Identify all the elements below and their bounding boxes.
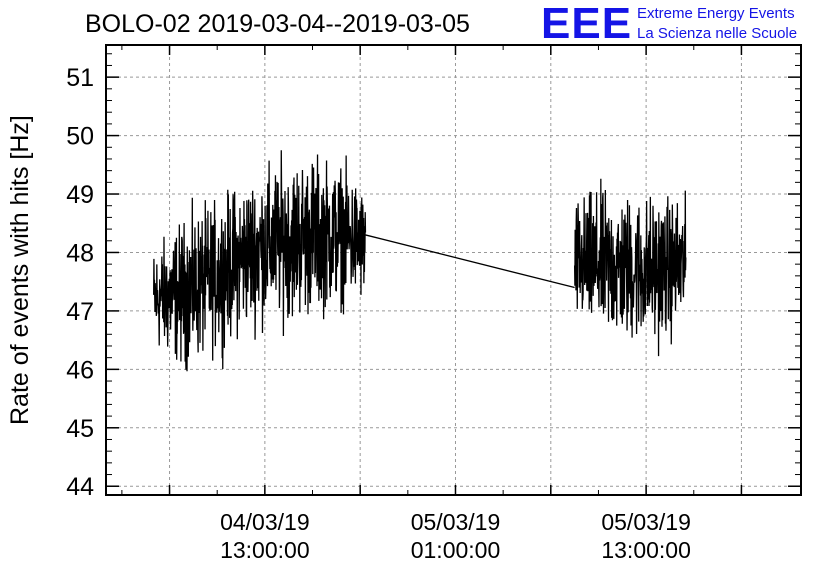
x-tick-label-time: 13:00:00	[601, 537, 691, 563]
logo-caption: Extreme Energy Events La Scienza nelle S…	[637, 4, 797, 44]
logo-caption-line-1: Extreme Energy Events	[637, 5, 795, 22]
y-tick-label: 49	[66, 181, 94, 209]
x-tick-label-date: 04/03/19	[220, 509, 310, 535]
data-segment-1	[153, 150, 367, 372]
x-tick-label-time: 13:00:00	[220, 537, 310, 563]
eee-logo: EEE	[541, 0, 633, 48]
y-tick-label: 44	[66, 473, 94, 501]
chart-title: BOLO-02 2019-03-04--2019-03-05	[85, 10, 470, 38]
logo-caption-line-2: La Scienza nelle Scuole	[637, 25, 798, 42]
axes-ticks: 444546474849505104/03/1913:00:0005/03/19…	[66, 45, 801, 563]
data-series	[153, 150, 687, 372]
x-tick-label-date: 05/03/19	[411, 509, 501, 535]
y-tick-label: 45	[66, 415, 94, 443]
y-tick-label: 46	[66, 356, 94, 384]
y-tick-label: 51	[66, 64, 94, 92]
y-tick-label: 50	[66, 123, 94, 151]
x-tick-label-date: 05/03/19	[601, 509, 691, 535]
y-tick-label: 47	[66, 298, 94, 326]
data-gap-connector	[365, 234, 575, 289]
data-segment-2	[573, 178, 687, 357]
plot-frame	[105, 44, 802, 496]
x-tick-label-time: 01:00:00	[411, 537, 501, 563]
y-tick-label: 48	[66, 239, 94, 267]
